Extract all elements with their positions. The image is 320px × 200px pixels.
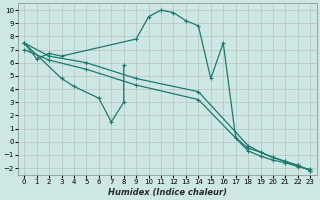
X-axis label: Humidex (Indice chaleur): Humidex (Indice chaleur) [108, 188, 227, 197]
